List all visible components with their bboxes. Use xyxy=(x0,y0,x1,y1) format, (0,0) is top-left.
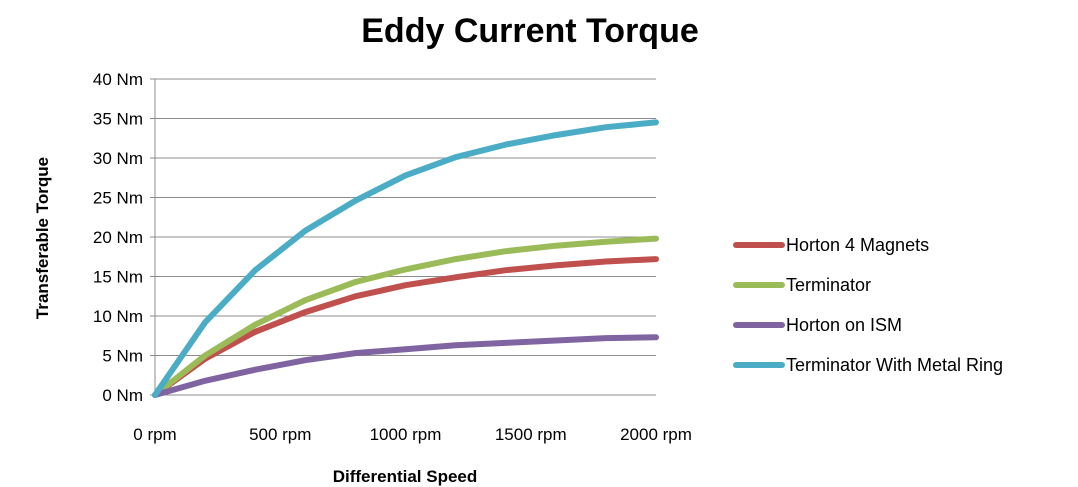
grid-lines xyxy=(150,78,656,396)
x-axis-title: Differential Speed xyxy=(333,467,478,486)
x-tick-label: 1000 rpm xyxy=(370,425,442,444)
y-tick-label: 5 Nm xyxy=(102,347,143,366)
series-line-2 xyxy=(152,235,659,398)
legend-label: Horton on ISM xyxy=(786,315,902,335)
x-tick-label: 0 rpm xyxy=(133,425,176,444)
y-tick-label: 0 Nm xyxy=(102,386,143,405)
legend-label: Terminator With Metal Ring xyxy=(786,355,1003,375)
x-axis-ticks: 0 rpm 500 rpm 1000 rpm 1500 rpm 2000 rpm xyxy=(133,425,692,444)
series-lines xyxy=(152,119,659,398)
legend: Horton 4 Magnets Terminator Horton on ISM T… xyxy=(733,235,1003,375)
y-tick-label: 20 Nm xyxy=(93,228,143,247)
y-tick-label: 35 Nm xyxy=(93,110,143,129)
y-tick-label: 15 Nm xyxy=(93,268,143,287)
chart-title: Eddy Current Torque xyxy=(361,12,699,50)
series-line-3 xyxy=(152,334,659,398)
legend-label: Terminator xyxy=(786,275,871,295)
y-tick-label: 30 Nm xyxy=(93,149,143,168)
y-axis-ticks: 0 Nm 5 Nm 10 Nm 15 Nm 20 Nm 25 Nm 30 Nm 35 Nm 40… xyxy=(93,70,143,405)
x-tick-label: 2000 rpm xyxy=(620,425,692,444)
x-tick-label: 1500 rpm xyxy=(495,425,567,444)
y-tick-label: 10 Nm xyxy=(93,307,143,326)
y-tick-label: 25 Nm xyxy=(93,189,143,208)
legend-label: Horton 4 Magnets xyxy=(786,235,929,255)
y-tick-label: 40 Nm xyxy=(93,70,143,89)
y-axis-title: Transferable Torque xyxy=(33,157,52,319)
series-line-1 xyxy=(152,256,659,398)
series-line-4 xyxy=(152,119,659,398)
x-tick-label: 500 rpm xyxy=(249,425,311,444)
